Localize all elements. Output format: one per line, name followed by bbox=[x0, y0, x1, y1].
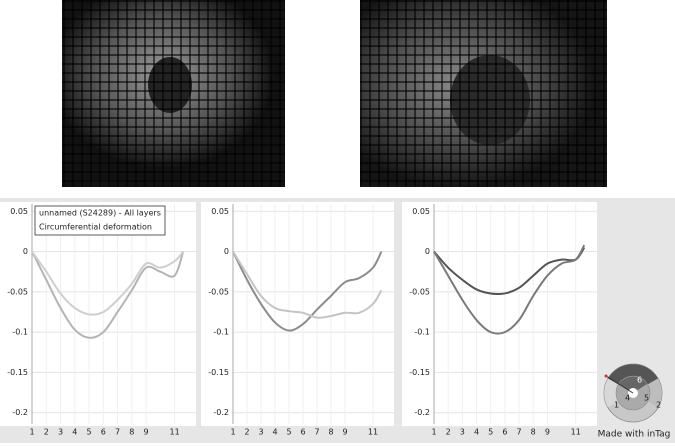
x-tick-label: 11 bbox=[571, 428, 581, 437]
x-tick-label: 4 bbox=[474, 428, 479, 437]
y-tick-label: -0.15 bbox=[208, 368, 229, 377]
chart-background bbox=[201, 202, 394, 426]
x-tick-label: 1 bbox=[431, 428, 436, 437]
y-tick-label: -0.2 bbox=[213, 408, 229, 417]
annotation-box bbox=[34, 205, 166, 236]
x-tick-label: 1 bbox=[230, 428, 235, 437]
y-tick-label: -0.1 bbox=[414, 328, 430, 337]
x-tick-label: 8 bbox=[129, 428, 134, 437]
x-tick-label: 4 bbox=[72, 428, 77, 437]
y-tick-label: 0.05 bbox=[412, 207, 430, 216]
x-tick-label: 7 bbox=[115, 428, 120, 437]
segment-label: 5 bbox=[644, 394, 649, 403]
y-tick-label: 0.05 bbox=[211, 207, 229, 216]
x-tick-label: 11 bbox=[368, 428, 378, 437]
x-tick-label: 9 bbox=[342, 428, 347, 437]
segment-label: 2 bbox=[656, 401, 661, 410]
line bbox=[31, 250, 184, 316]
x-tick-label: 5 bbox=[286, 428, 291, 437]
x-tick-label: 2 bbox=[446, 428, 451, 437]
y-tick-label: -0.05 bbox=[409, 287, 430, 296]
y-tick-label: 0 bbox=[23, 247, 28, 256]
x-tick-label: 8 bbox=[328, 428, 333, 437]
y-tick-label: 0 bbox=[425, 247, 430, 256]
x-tick-label: 9 bbox=[144, 428, 149, 437]
x-tick-label: 6 bbox=[101, 428, 106, 437]
x-tick-label: 6 bbox=[502, 428, 507, 437]
line bbox=[232, 251, 383, 332]
bullseye: 6 1 4 5 2 Made with inTag bbox=[598, 363, 671, 440]
chart-background bbox=[402, 202, 597, 426]
annotation: Circumferential deformation bbox=[39, 223, 152, 232]
x-tick-label: 9 bbox=[545, 428, 550, 437]
x-tick-label: 5 bbox=[86, 428, 91, 437]
line bbox=[31, 251, 185, 339]
y-tick-label: -0.15 bbox=[7, 368, 28, 377]
x-tick-label: 4 bbox=[272, 428, 277, 437]
y-tick-label: -0.2 bbox=[12, 408, 28, 417]
y-tick-label: -0.05 bbox=[7, 287, 28, 296]
y-tick-label: -0.2 bbox=[414, 408, 430, 417]
x-tick-label: 2 bbox=[244, 428, 249, 437]
x-tick-label: 5 bbox=[488, 428, 493, 437]
x-tick-label: 11 bbox=[170, 428, 180, 437]
mri-image bbox=[62, 0, 285, 187]
y-tick-label: -0.1 bbox=[213, 328, 229, 337]
x-tick-label: 3 bbox=[58, 428, 63, 437]
y-tick-label: -0.1 bbox=[12, 328, 28, 337]
line bbox=[433, 244, 586, 335]
line bbox=[433, 246, 586, 296]
x-tick-label: 2 bbox=[44, 428, 49, 437]
x-tick-label: 1 bbox=[29, 428, 34, 437]
x-tick-label: 7 bbox=[516, 428, 521, 437]
segment-label: 4 bbox=[625, 394, 630, 403]
y-tick-label: -0.15 bbox=[409, 368, 430, 377]
x-tick-label: 3 bbox=[460, 428, 465, 437]
x-tick-label: 8 bbox=[531, 428, 536, 437]
segment-label: 1 bbox=[614, 401, 619, 410]
annotation: unnamed (S24289) - All layers bbox=[39, 209, 161, 218]
mri-image bbox=[360, 0, 607, 187]
x-tick-label: 6 bbox=[300, 428, 305, 437]
x-tick-label: 3 bbox=[258, 428, 263, 437]
y-tick-label: -0.05 bbox=[208, 287, 229, 296]
y-tick-label: 0.05 bbox=[10, 207, 28, 216]
y-tick-label: 0 bbox=[224, 247, 229, 256]
caption: Made with inTag bbox=[598, 430, 671, 440]
x-tick-label: 7 bbox=[314, 428, 319, 437]
line bbox=[232, 251, 383, 319]
segment-label: 6 bbox=[637, 376, 642, 385]
